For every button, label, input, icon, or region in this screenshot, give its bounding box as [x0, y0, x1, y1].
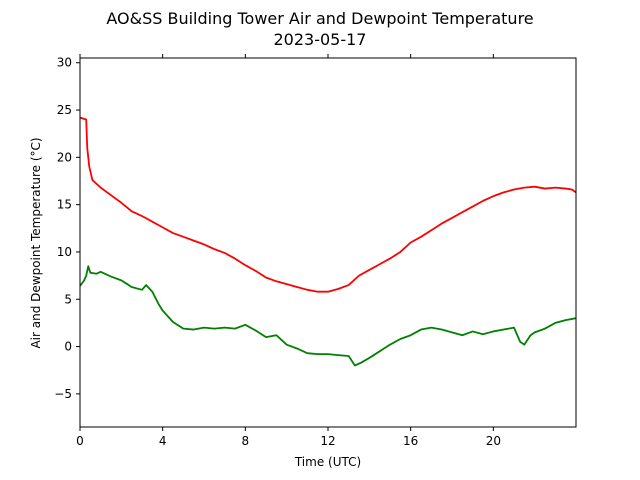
x-tick-label: 0 — [76, 434, 84, 448]
chart-title: AO&SS Building Tower Air and Dewpoint Te… — [106, 9, 533, 28]
y-axis-label: Air and Dewpoint Temperature (°C) — [29, 137, 43, 348]
y-tick-label: −5 — [54, 387, 72, 401]
y-tick-label: 25 — [57, 103, 72, 117]
y-tick-label: 20 — [57, 150, 72, 164]
y-tick-label: 15 — [57, 198, 72, 212]
y-tick-label: 30 — [57, 56, 72, 70]
y-tick-label: 5 — [64, 292, 72, 306]
x-axis-label: Time (UTC) — [294, 455, 361, 469]
x-tick-label: 12 — [320, 434, 335, 448]
axis-ticks: 0 4 8 12 16 20 −5 0 5 10 15 20 25 30 — [54, 54, 501, 448]
y-tick-label: 0 — [64, 340, 72, 354]
chart-subtitle: 2023-05-17 — [274, 30, 367, 49]
plot-frame — [79, 57, 577, 428]
series-line-1 — [79, 265, 577, 367]
y-tick-label: 10 — [57, 245, 72, 259]
plot-lines — [79, 116, 577, 367]
x-tick-label: 4 — [159, 434, 167, 448]
x-tick-label: 20 — [486, 434, 501, 448]
x-tick-label: 16 — [403, 434, 418, 448]
series-line-0 — [79, 116, 577, 293]
x-tick-label: 8 — [242, 434, 250, 448]
